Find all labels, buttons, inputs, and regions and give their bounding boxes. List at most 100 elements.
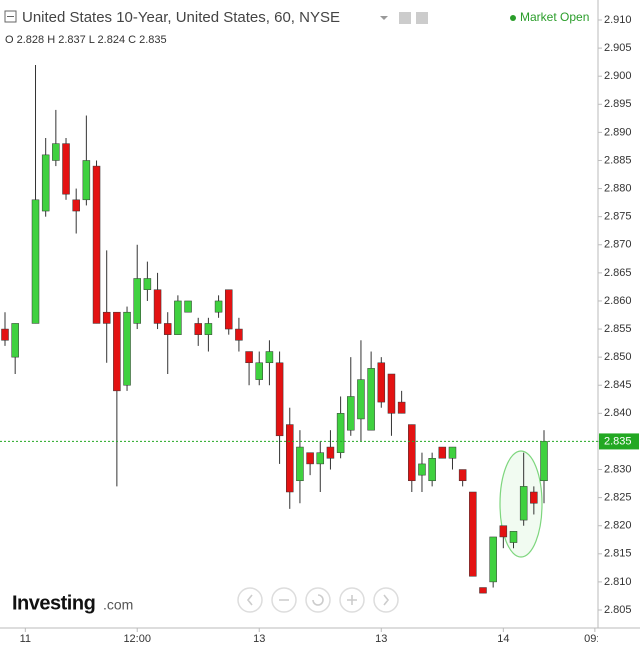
candle-body bbox=[123, 311, 131, 386]
candle-body bbox=[41, 154, 50, 212]
candle-body bbox=[184, 300, 192, 313]
y-tick-label: 2.855 bbox=[604, 323, 632, 335]
market-status: Market Open bbox=[520, 10, 589, 24]
x-tick-label: 13 bbox=[375, 633, 387, 645]
candle-body bbox=[418, 463, 426, 476]
x-tick-label: 09:0 bbox=[584, 633, 605, 645]
chart-title: United States 10-Year, United States, 60… bbox=[22, 9, 340, 26]
candle-body bbox=[336, 413, 345, 453]
y-tick-label: 2.825 bbox=[604, 492, 632, 504]
candle-body bbox=[102, 311, 111, 324]
x-tick-label: 12:00 bbox=[123, 633, 151, 645]
candle-body bbox=[174, 300, 182, 335]
candle-body bbox=[235, 328, 243, 341]
logo-name: Investing bbox=[12, 592, 95, 614]
candle-body bbox=[224, 289, 233, 330]
nav-right[interactable] bbox=[373, 587, 399, 613]
candle-body bbox=[316, 452, 325, 465]
nav-left[interactable] bbox=[237, 587, 263, 613]
candle-body bbox=[489, 536, 497, 583]
candle-body bbox=[469, 491, 477, 577]
x-tick-label: 13 bbox=[253, 633, 265, 645]
nav-glyphs bbox=[246, 594, 390, 606]
candle-body bbox=[428, 458, 436, 482]
collapse-icon[interactable] bbox=[4, 10, 17, 23]
candle-body bbox=[72, 199, 80, 212]
last-price-box bbox=[599, 433, 639, 450]
x-tick-label: 14 bbox=[497, 633, 509, 645]
candle-body bbox=[11, 323, 19, 358]
y-tick-label: 2.900 bbox=[604, 70, 632, 82]
candle-body bbox=[82, 160, 91, 201]
candle-body bbox=[143, 278, 152, 290]
candle-body bbox=[357, 379, 365, 420]
candle-body bbox=[519, 486, 528, 521]
candle-body bbox=[438, 446, 447, 459]
status-dot bbox=[510, 15, 516, 21]
last-price-label: 2.835 bbox=[604, 435, 632, 447]
candle-body bbox=[194, 323, 202, 335]
y-tick-label: 2.905 bbox=[604, 42, 632, 54]
y-tick-label: 2.850 bbox=[604, 351, 632, 363]
y-tick-label: 2.890 bbox=[604, 126, 632, 138]
x-tick-label: 11 bbox=[20, 633, 31, 645]
candle-body bbox=[265, 351, 274, 364]
candle-body bbox=[92, 165, 101, 324]
candle-body bbox=[153, 289, 162, 324]
candle-body bbox=[275, 362, 284, 437]
candle-body bbox=[540, 441, 548, 482]
candle-body bbox=[448, 446, 457, 459]
ohlc-header: O 2.828 H 2.837 L 2.824 C 2.835 bbox=[5, 34, 167, 46]
candle-body bbox=[255, 362, 263, 380]
y-tick-label: 2.820 bbox=[604, 520, 632, 532]
y-tick-label: 2.810 bbox=[604, 576, 632, 588]
candle-body bbox=[347, 396, 355, 431]
candle-body bbox=[458, 469, 467, 482]
y-tick-label: 2.845 bbox=[604, 379, 632, 391]
candle-body bbox=[377, 362, 386, 403]
y-tick-label: 2.860 bbox=[604, 295, 632, 307]
candle-body bbox=[408, 424, 416, 482]
candle-body bbox=[499, 525, 508, 538]
candle-body bbox=[509, 531, 518, 543]
candle-body bbox=[204, 323, 213, 335]
y-tick-label: 2.910 bbox=[604, 14, 632, 26]
candle-body bbox=[214, 300, 223, 313]
candle-body bbox=[133, 278, 141, 324]
candle-body bbox=[163, 323, 172, 335]
candle-body bbox=[62, 143, 70, 195]
y-tick-label: 2.865 bbox=[604, 267, 632, 279]
candle-body bbox=[52, 143, 60, 161]
y-tick-label: 2.895 bbox=[604, 98, 632, 110]
candle-body bbox=[113, 311, 121, 392]
nav-buttons bbox=[237, 587, 399, 613]
candle-body bbox=[1, 328, 9, 341]
y-tick-label: 2.805 bbox=[604, 604, 632, 616]
y-tick-label: 2.870 bbox=[604, 239, 632, 251]
candle-body bbox=[479, 587, 487, 594]
candle-body bbox=[31, 199, 40, 324]
y-tick-label: 2.880 bbox=[604, 182, 632, 194]
candle-body bbox=[296, 446, 304, 482]
y-tick-label: 2.875 bbox=[604, 211, 632, 223]
candle-body bbox=[530, 491, 538, 504]
y-tick-label: 2.830 bbox=[604, 463, 632, 475]
settings-icon[interactable] bbox=[399, 12, 411, 24]
candle-body bbox=[387, 373, 396, 414]
y-tick-label: 2.815 bbox=[604, 548, 632, 560]
settings-icon[interactable] bbox=[416, 12, 428, 24]
candle-body bbox=[397, 401, 406, 414]
logo-suffix: .com bbox=[103, 597, 133, 613]
y-tick-label: 2.885 bbox=[604, 154, 632, 166]
candle-body bbox=[245, 351, 253, 364]
candle-body bbox=[367, 368, 375, 431]
plot: 11 12:00 13 13 14 09:0 bbox=[1, 64, 605, 645]
dropdown-arrow[interactable] bbox=[380, 16, 388, 20]
candle-body bbox=[306, 452, 314, 465]
candle-body bbox=[286, 424, 294, 493]
candle-body bbox=[326, 446, 335, 459]
reset[interactable] bbox=[305, 587, 331, 613]
y-tick-label: 2.840 bbox=[604, 407, 632, 419]
